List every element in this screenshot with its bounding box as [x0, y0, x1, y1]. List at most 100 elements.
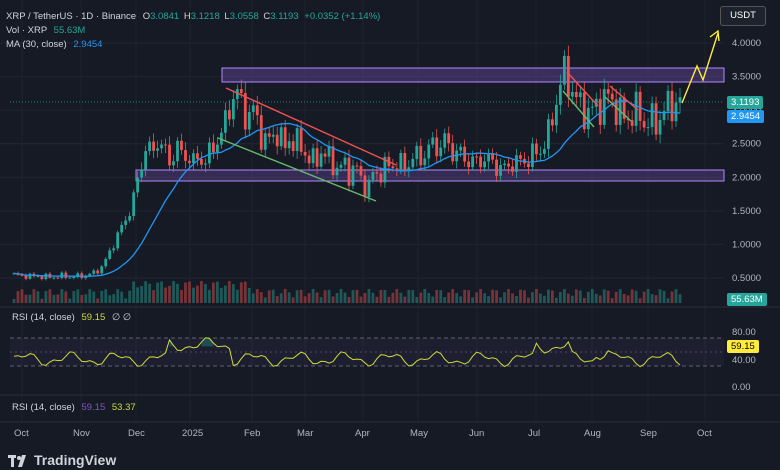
candle-body [223, 110, 227, 133]
candle-body [192, 153, 195, 164]
volume-bar [180, 289, 183, 303]
candle-body [359, 166, 363, 176]
time-tick-label: Nov [73, 428, 90, 439]
candle-body [558, 84, 562, 105]
brand-logo[interactable]: TradingView [8, 452, 116, 468]
volume-bar [335, 293, 339, 303]
candle-body [499, 165, 502, 176]
candle-body [566, 55, 570, 97]
volume-bar [558, 291, 562, 303]
candle-body [423, 158, 427, 166]
candle-body [674, 102, 678, 122]
volume-bar [455, 293, 459, 303]
candle-body [100, 266, 104, 274]
candle-body [654, 103, 658, 135]
volume-bar [471, 297, 475, 303]
volume-bar [666, 298, 670, 303]
candle-body [136, 177, 140, 193]
time-tick-label: Jun [469, 428, 484, 439]
volume-bar [602, 289, 606, 303]
volume-bar [283, 289, 287, 303]
volume-bar [363, 292, 367, 303]
candle-body [92, 270, 96, 274]
candle-body [435, 137, 439, 157]
resistance-zone [221, 67, 725, 83]
symbol-title[interactable]: XRP / TetherUS · 1D · Binance [6, 11, 137, 22]
candle-body [72, 277, 76, 279]
ma-line [13, 100, 681, 277]
candle-body [419, 145, 423, 166]
time-tick-label: Oct [697, 428, 712, 439]
volume-bar [590, 289, 594, 303]
volume-bar [271, 289, 275, 303]
currency-button[interactable]: USDT [720, 6, 766, 26]
ma-legend[interactable]: MA (30, close) 2.9454 [6, 39, 102, 50]
candle-body [116, 232, 120, 249]
candle-body [160, 144, 163, 149]
candle-body [28, 273, 32, 279]
volume-bar [570, 295, 574, 303]
volume-bar [527, 297, 530, 303]
volume-bar [80, 295, 84, 303]
candle-body [148, 141, 151, 152]
volume-bar [299, 289, 303, 303]
volume-bar [295, 290, 299, 303]
volume-bar [539, 293, 542, 303]
time-tick-label: May [410, 428, 428, 439]
volume-bar [48, 289, 52, 303]
candle-body [196, 153, 199, 160]
flag-red-1 [566, 71, 599, 107]
volume-bar [132, 281, 136, 303]
volume-bar [523, 290, 526, 303]
candle-body [303, 151, 307, 156]
volume-bar [120, 291, 124, 303]
volume-bar [407, 289, 411, 303]
volume-bar [475, 292, 479, 303]
candle-body [606, 89, 610, 94]
volume-bar [371, 292, 375, 303]
volume-bar [303, 296, 307, 303]
candle-body [507, 163, 510, 167]
volume-bar [511, 293, 514, 303]
volume-bar [172, 281, 175, 303]
candle-body [343, 157, 347, 165]
volume-bar [582, 297, 586, 303]
volume-bar [92, 291, 96, 303]
candle-body [140, 169, 144, 178]
volume-label: Vol · XRP [6, 25, 48, 36]
volume-bar [291, 297, 295, 303]
volume-bar [188, 281, 191, 303]
candle-body [247, 112, 251, 130]
volume-legend[interactable]: Vol · XRP 55.63M [6, 25, 85, 36]
candle-body [267, 133, 271, 137]
candle-body [351, 165, 355, 186]
candle-body [263, 133, 267, 150]
volume-bar [339, 289, 343, 303]
ma-value: 2.9454 [73, 39, 103, 50]
volume-bar [287, 292, 291, 303]
candle-body [447, 133, 451, 144]
volume-bar [88, 289, 92, 303]
volume-bar [275, 296, 279, 303]
candle-body [642, 120, 646, 128]
volume-bar [223, 285, 227, 303]
candle-body [451, 143, 455, 162]
volume-bar [227, 281, 231, 303]
candle-body [367, 179, 371, 198]
price-axis[interactable]: 4.00003.50003.00002.50002.00001.50001.00… [732, 38, 761, 284]
volume-bar [12, 299, 16, 303]
volume-bar [419, 292, 423, 303]
time-tick-label: Sep [640, 428, 657, 439]
rsi-legend[interactable]: RSI (14, close) 59.15 ∅ ∅ [12, 312, 131, 323]
symbol-legend[interactable]: XRP / TetherUS · 1D · Binance O3.0841 H3… [6, 11, 380, 22]
rsi-legend-2[interactable]: RSI (14, close) 59.15 53.37 [12, 402, 136, 413]
volume-tag: 55.63M [727, 293, 767, 306]
volume-bar [72, 290, 76, 303]
candle-body [670, 90, 674, 122]
time-axis[interactable]: Oct Nov Dec 2025 Feb Mar Apr May Jun Jul Aug Sep Oct [14, 428, 712, 439]
volume-bar [618, 289, 622, 303]
volume-bar [415, 296, 419, 303]
volume-bar [634, 290, 638, 303]
candle-body [275, 134, 279, 147]
